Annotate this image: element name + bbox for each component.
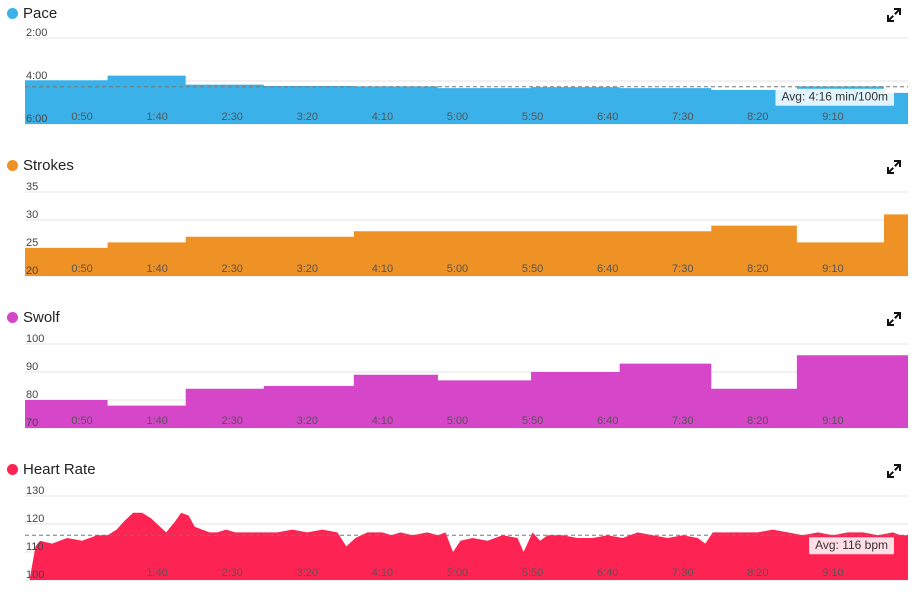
strokes-y-tick-label: 20 (26, 265, 38, 277)
heart-rate-avg-label: Avg: 116 bpm (809, 537, 894, 555)
strokes-area-series (25, 214, 908, 276)
heart-rate-legend-dot (7, 463, 18, 475)
strokes-x-tick-label: 7:30 (672, 263, 693, 275)
strokes-x-tick-label: 3:20 (297, 263, 318, 275)
pace-x-tick-label: 2:30 (222, 111, 243, 123)
pace-x-tick-label: 5:00 (447, 111, 468, 123)
pace-x-tick-label: 4:10 (372, 111, 393, 123)
heart-rate-y-tick-label: 130 (26, 485, 44, 497)
swolf-x-tick-label: 6:40 (597, 415, 618, 427)
swolf-area-series (25, 355, 908, 428)
pace-y-tick-label: 4:00 (26, 70, 47, 82)
swolf-x-tick-label: 8:20 (747, 415, 768, 427)
swolf-legend-label: Swolf (23, 308, 60, 326)
strokes-x-tick-label: 8:20 (747, 263, 768, 275)
heart-rate-y-tick-label: 120 (26, 513, 44, 525)
pace-x-tick-label: 3:20 (297, 111, 318, 123)
strokes-legend-label: Strokes (23, 156, 74, 174)
heart-rate-x-tick-label: 1:40 (146, 567, 167, 579)
swolf-x-tick-label: 1:40 (146, 415, 167, 427)
swolf-x-tick-label: 5:00 (447, 415, 468, 427)
swolf-x-tick-label: 3:20 (297, 415, 318, 427)
pace-area-series (25, 75, 908, 124)
heart-rate-legend-label: Heart Rate (23, 460, 96, 478)
pace-legend-dot (7, 7, 18, 19)
strokes-x-tick-label: 6:40 (597, 263, 618, 275)
heart-rate-x-tick-label: 2:30 (222, 567, 243, 579)
pace-x-tick-label: 9:10 (822, 111, 843, 123)
heart-rate-x-tick-label: 7:30 (672, 567, 693, 579)
heart-rate-area-series (25, 512, 908, 580)
strokes-x-tick-label: 5:00 (447, 263, 468, 275)
heart-rate-x-tick-label: 5:50 (522, 567, 543, 579)
heart-rate-chart: Heart Rate 100 110 120 130 1:40 2:30 3:20 4:10 5… (0, 456, 923, 608)
strokes-x-tick-label: 1:40 (146, 263, 167, 275)
strokes-plot: 20 25 30 35 0:50 1:40 2:30 3:20 4:10 5:00 5:50 6:40… (25, 181, 908, 277)
strokes-y-tick-label: 25 (26, 237, 38, 249)
swolf-x-tick-label: 2:30 (222, 415, 243, 427)
swolf-y-tick-label: 90 (26, 361, 38, 373)
swolf-legend: Swolf (7, 308, 60, 326)
pace-avg-label: Avg: 4:16 min/100m (775, 88, 894, 106)
strokes-legend-dot (7, 159, 18, 171)
pace-y-tick-label: 6:00 (26, 113, 47, 125)
pace-x-tick-label: 6:40 (597, 111, 618, 123)
pace-expand-icon[interactable] (887, 8, 901, 22)
swolf-y-tick-label: 70 (26, 417, 38, 429)
heart-rate-x-tick-label: 9:10 (822, 567, 843, 579)
swolf-plot: 70 80 90 100 0:50 1:40 2:30 3:20 4:10 5:00 5:50 6:4… (25, 333, 908, 429)
strokes-y-tick-label: 35 (26, 181, 38, 193)
strokes-x-tick-label: 2:30 (222, 263, 243, 275)
swolf-chart: Swolf 70 80 90 100 0:50 1:40 2:30 3:20 4:10 5:00 5… (0, 304, 923, 456)
pace-x-tick-label: 1:40 (146, 111, 167, 123)
swolf-x-tick-label: 7:30 (672, 415, 693, 427)
swolf-x-tick-label: 4:10 (372, 415, 393, 427)
heart-rate-x-tick-label: 5:00 (447, 567, 468, 579)
strokes-y-tick-label: 30 (26, 209, 38, 221)
swolf-legend-dot (7, 311, 18, 323)
heart-rate-y-tick-label: 110 (26, 541, 44, 553)
pace-legend-label: Pace (23, 4, 58, 22)
pace-avg-label-text: Avg: 4:16 min/100m (781, 90, 888, 104)
swolf-y-tick-label: 80 (26, 389, 38, 401)
pace-x-tick-label: 7:30 (672, 111, 693, 123)
pace-y-tick-label: 2:00 (26, 27, 47, 39)
heart-rate-x-tick-label: 6:40 (597, 567, 618, 579)
swolf-x-tick-label: 9:10 (822, 415, 843, 427)
swolf-x-tick-label: 0:50 (71, 415, 92, 427)
swolf-expand-icon[interactable] (887, 312, 901, 326)
strokes-x-tick-label: 4:10 (372, 263, 393, 275)
pace-x-tick-label: 8:20 (747, 111, 768, 123)
strokes-x-tick-label: 9:10 (822, 263, 843, 275)
heart-rate-x-tick-label: 8:20 (747, 567, 768, 579)
pace-legend: Pace (7, 4, 57, 22)
strokes-x-tick-label: 0:50 (71, 263, 92, 275)
strokes-expand-icon[interactable] (887, 160, 901, 174)
pace-x-tick-label: 5:50 (522, 111, 543, 123)
heart-rate-y-tick-label: 100 (26, 569, 44, 581)
strokes-legend: Strokes (7, 156, 74, 174)
swolf-x-tick-label: 5:50 (522, 415, 543, 427)
heart-rate-plot: 100 110 120 130 1:40 2:30 3:20 4:10 5:00 5:50 6:40… (25, 485, 908, 581)
heart-rate-avg-label-bg (809, 537, 894, 555)
heart-rate-legend: Heart Rate (7, 460, 96, 478)
strokes-x-tick-label: 5:50 (522, 263, 543, 275)
strokes-chart: Strokes 20 25 30 35 0:50 1:40 2:30 3:20 4:10 5:00… (0, 152, 923, 304)
pace-chart: Pace 2:00 4:00 6:00 0:50 1:40 2:30 3:20 4:10 5:0… (0, 0, 923, 152)
pace-plot: 2:00 4:00 6:00 0:50 1:40 2:30 3:20 4:10 5:00 5:50… (25, 27, 908, 125)
heart-rate-avg-label-text: Avg: 116 bpm (815, 538, 888, 552)
heart-rate-expand-icon[interactable] (887, 464, 901, 478)
heart-rate-x-tick-label: 4:10 (372, 567, 393, 579)
heart-rate-x-tick-label: 3:20 (297, 567, 318, 579)
swolf-y-tick-label: 100 (26, 333, 44, 345)
pace-x-tick-label: 0:50 (71, 111, 92, 123)
pace-avg-label-bg (775, 88, 894, 106)
